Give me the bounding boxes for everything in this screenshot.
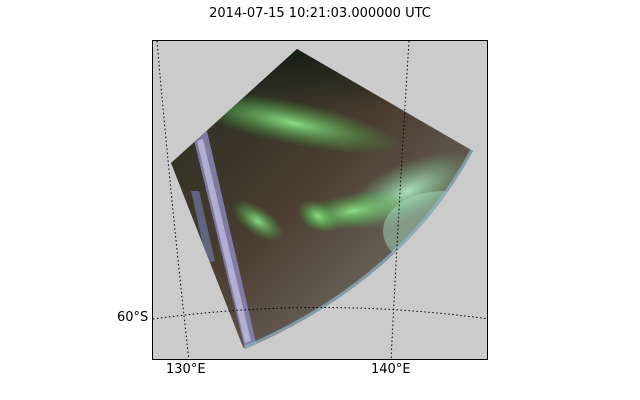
map-canvas [153,41,487,359]
lon-label-130e: 130°E [166,362,206,377]
lat-label-60s: 60°S [117,310,149,325]
aurora-image [171,49,473,349]
lon-label-140e: 140°E [371,362,411,377]
meridian-130e [156,41,190,359]
graticule [153,41,487,359]
figure-title: 2014-07-15 10:21:03.000000 UTC [209,6,431,21]
meridian-140e [390,41,410,359]
map-frame [152,40,488,360]
parallel-60s [153,307,487,320]
